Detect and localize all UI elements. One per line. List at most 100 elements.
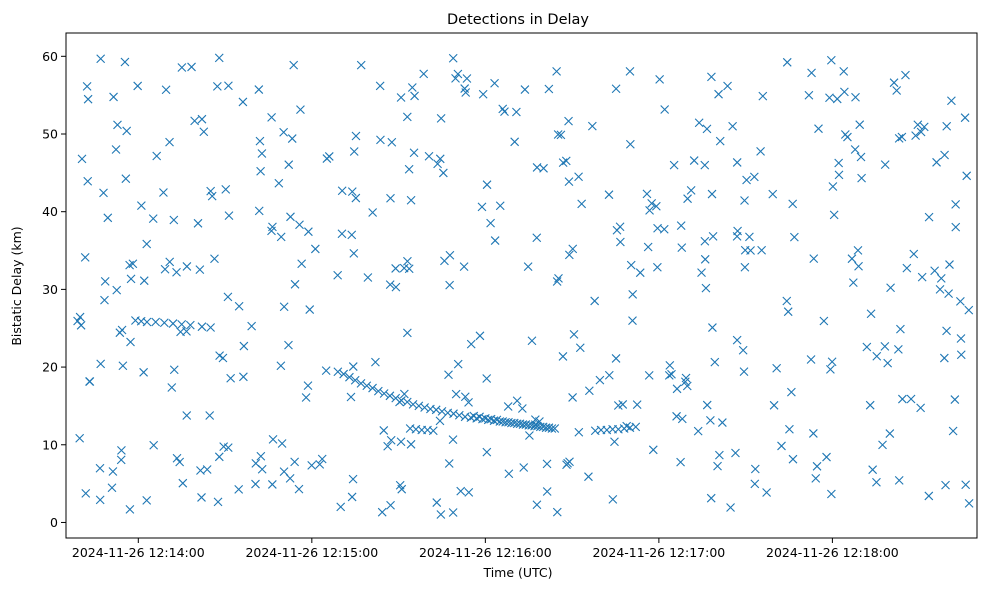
chart-title: Detections in Delay [447,12,589,28]
data-point [613,401,623,410]
data-point [213,497,223,507]
data-point [697,268,706,277]
data-point [924,212,934,222]
data-point [669,160,679,170]
data-point [287,134,297,143]
data-point [251,479,260,489]
data-point [448,508,458,517]
data-point [584,472,593,482]
track-point [185,320,195,330]
track-point [408,399,418,409]
data-point [708,323,717,332]
data-point [125,505,135,514]
x-tick-label: 2024-11-26 12:17:00 [592,545,725,560]
data-point [700,236,710,246]
data-point [604,370,614,380]
data-point [517,404,527,413]
data-point [279,127,289,137]
data-point [885,429,895,438]
data-point [822,452,831,462]
data-point [615,237,625,247]
data-point [732,158,742,167]
data-point [333,270,343,280]
data-point [500,107,509,117]
data-point [277,439,287,448]
data-point [847,254,857,264]
data-point [772,363,782,373]
data-point [717,418,727,427]
data-point [402,328,412,338]
data-point [386,193,395,203]
data-point [811,473,821,483]
data-point [901,70,910,80]
data-point [75,312,85,322]
data-point [448,53,458,63]
data-point [932,157,941,167]
data-point [785,424,794,434]
data-point [310,244,320,254]
x-axis: 2024-11-26 12:14:00 2024-11-26 12:15:00 20… [72,538,899,560]
y-axis: 0 10 20 30 40 50 60 [42,49,66,530]
data-point [251,458,261,468]
data-point [276,232,286,242]
data-point [407,83,417,92]
data-point [167,383,177,392]
data-point [108,467,118,476]
data-point [960,113,970,123]
data-point [568,244,578,254]
data-point [523,262,533,271]
data-point [686,185,696,195]
data-point [482,374,492,383]
data-point [542,487,552,496]
data-point [553,130,563,139]
data-point [520,85,530,94]
data-point [175,457,185,467]
track-point [420,403,430,412]
data-point [604,190,614,200]
data-point [740,262,750,272]
data-point [396,437,406,447]
data-point [756,146,765,156]
data-point [894,475,904,485]
track-point [159,318,169,328]
data-point [128,259,138,269]
data-point [337,186,347,196]
data-point [660,105,670,114]
data-point [100,295,109,305]
data-point [924,491,934,501]
data-point [386,435,396,445]
data-point [284,160,294,170]
data-point [789,232,799,242]
data-point [590,296,600,306]
data-point [683,194,692,204]
data-point [714,89,723,99]
data-point [490,78,499,88]
data-point [444,459,454,468]
data-point [707,72,716,82]
track-point [197,322,207,332]
data-point [386,500,395,510]
data-point [76,320,86,330]
data-point [700,160,710,170]
data-point [267,226,276,236]
data-point [916,403,926,413]
data-point [115,328,125,338]
data-point [850,145,860,154]
track-point [168,319,178,328]
data-point [542,459,552,469]
data-point [399,263,409,273]
data-point [117,446,126,455]
data-point [504,469,514,479]
data-point [349,147,359,156]
data-point [742,175,751,185]
data-point [808,429,818,438]
data-point [880,160,890,170]
data-point [552,66,561,76]
track-point [373,386,383,396]
data-point [564,116,573,126]
data-point [387,137,397,147]
data-point [532,163,542,172]
data-point [777,441,786,451]
data-point [913,120,923,130]
track-point [454,410,464,420]
